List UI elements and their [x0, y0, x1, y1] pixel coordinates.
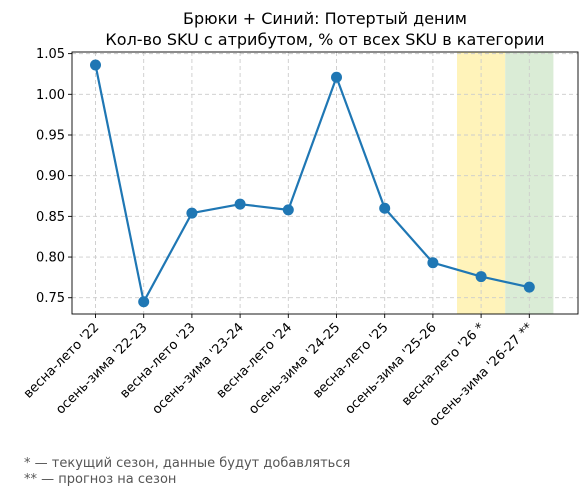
data-point — [282, 204, 294, 216]
footnote-forecast: ** — прогноз на сезон — [24, 472, 177, 487]
chart: Брюки + Синий: Потертый деним Кол-во SKU… — [21, 9, 579, 430]
chart-subtitle: Кол-во SKU с атрибутом, % от всех SKU в … — [105, 30, 544, 49]
x-tick-label: осень-зима '23-24 — [150, 320, 247, 417]
data-point — [427, 257, 439, 269]
data-point — [234, 198, 246, 210]
data-point — [186, 207, 198, 219]
y-tick-label: 0.95 — [36, 128, 65, 143]
chart-title: Брюки + Синий: Потертый деним — [183, 9, 467, 28]
y-tick-label: 0.90 — [36, 169, 65, 184]
y-tick-label: 0.80 — [36, 251, 65, 266]
data-point — [90, 59, 101, 71]
data-point — [523, 281, 535, 293]
data-point — [138, 296, 150, 308]
y-tick-label: 1.05 — [36, 47, 65, 62]
y-tick-label: 0.75 — [36, 291, 65, 306]
series-line — [94, 64, 530, 303]
footnote-current-season: * — текущий сезон, данные будут добавлят… — [24, 456, 351, 471]
x-tick-label: осень-зима '25-26 — [342, 320, 439, 417]
x-tick-label: весна-лето '26 * — [399, 320, 488, 409]
data-point — [475, 271, 487, 283]
data-point — [379, 202, 391, 214]
y-tick-label: 0.85 — [36, 210, 65, 225]
x-tick-label: осень-зима '22-23 — [53, 320, 150, 417]
data-point — [331, 71, 342, 83]
highlight-band-1 — [505, 52, 554, 314]
x-tick-label: осень-зима '24-25 — [246, 320, 343, 417]
plot-frame — [71, 51, 579, 315]
y-tick-label: 1.00 — [36, 88, 65, 103]
